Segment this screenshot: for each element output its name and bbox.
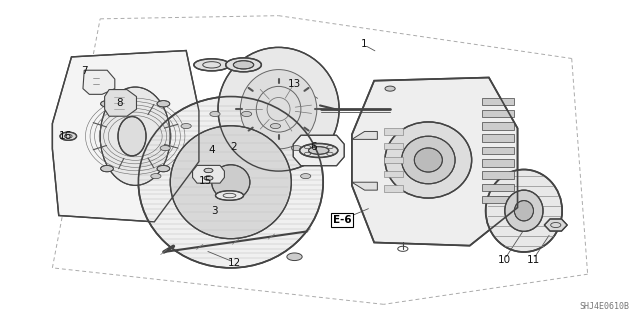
Ellipse shape [241,69,317,149]
Polygon shape [384,185,403,192]
Circle shape [385,86,395,91]
Polygon shape [483,134,515,142]
Circle shape [301,173,311,179]
Circle shape [241,111,252,116]
Polygon shape [352,182,378,190]
Text: 10: 10 [498,255,511,265]
Circle shape [181,124,191,129]
Ellipse shape [300,143,338,157]
Polygon shape [483,122,515,130]
Polygon shape [483,196,515,204]
Polygon shape [384,128,403,135]
Text: E-6: E-6 [333,215,351,225]
Polygon shape [483,147,515,154]
Text: 7: 7 [81,66,88,76]
Ellipse shape [216,191,244,200]
Text: 12: 12 [227,258,241,268]
Circle shape [160,146,170,151]
Polygon shape [352,132,378,140]
Ellipse shape [234,61,253,69]
Ellipse shape [170,126,291,239]
Circle shape [60,132,77,140]
Polygon shape [384,171,403,178]
Ellipse shape [194,59,230,71]
Circle shape [157,100,170,107]
Ellipse shape [218,47,339,171]
Ellipse shape [414,148,442,172]
Text: 6: 6 [310,142,317,152]
Polygon shape [293,135,344,166]
Polygon shape [52,51,199,222]
Polygon shape [352,77,518,246]
Polygon shape [104,90,136,116]
Ellipse shape [308,147,329,154]
Circle shape [287,253,302,260]
Circle shape [151,173,161,179]
Ellipse shape [138,97,323,268]
Ellipse shape [385,122,472,198]
Circle shape [291,146,301,151]
Circle shape [100,165,113,172]
Text: 16: 16 [58,131,72,141]
Polygon shape [483,171,515,179]
Polygon shape [483,98,515,105]
Text: 15: 15 [198,176,212,186]
Circle shape [100,100,113,107]
Polygon shape [193,165,225,183]
Text: 3: 3 [212,206,218,216]
Circle shape [210,111,220,116]
Text: 8: 8 [116,98,123,108]
Text: 13: 13 [288,79,301,89]
Ellipse shape [100,87,170,185]
Text: 1: 1 [362,39,368,49]
Text: SHJ4E0610B: SHJ4E0610B [579,302,629,311]
Ellipse shape [118,116,146,156]
Circle shape [270,124,280,129]
Ellipse shape [226,58,261,72]
Ellipse shape [486,170,562,252]
Circle shape [204,176,213,180]
Polygon shape [384,142,403,149]
Text: 4: 4 [209,146,215,156]
Ellipse shape [505,190,543,231]
Circle shape [157,165,170,172]
Text: 2: 2 [230,142,237,152]
Polygon shape [544,219,567,231]
Ellipse shape [401,136,455,184]
Circle shape [204,168,213,173]
Polygon shape [483,110,515,117]
Polygon shape [483,159,515,167]
Polygon shape [83,70,115,94]
Ellipse shape [515,201,534,221]
Text: 11: 11 [527,255,540,265]
Polygon shape [384,157,403,163]
Polygon shape [483,184,515,191]
Ellipse shape [212,165,250,200]
